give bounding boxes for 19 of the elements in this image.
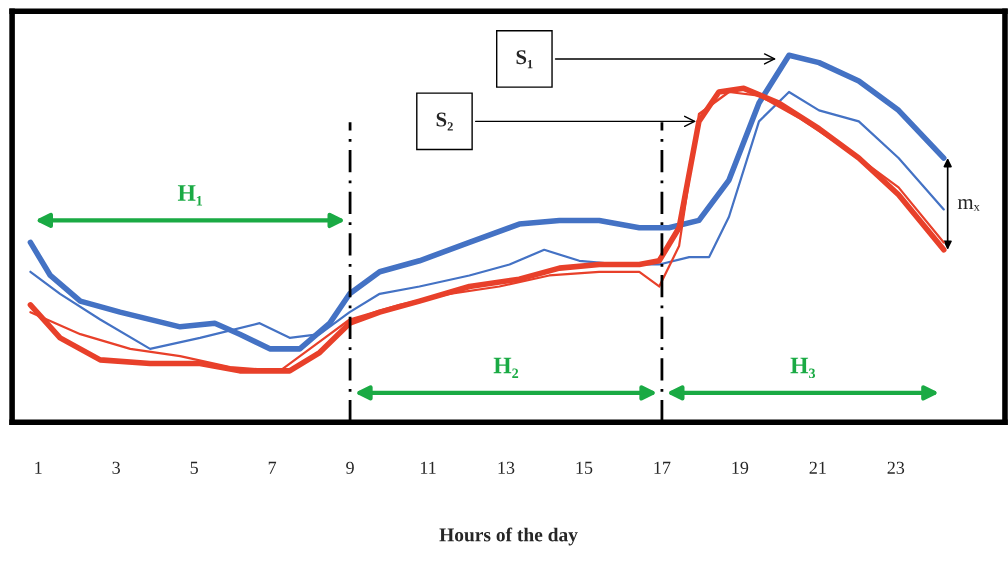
- x-tick-label: 19: [732, 461, 749, 474]
- x-tick-label: 23: [887, 461, 905, 474]
- annotation: H₃: [790, 357, 816, 379]
- annotation: H₂: [493, 357, 519, 378]
- x-tick-label: 15: [576, 461, 593, 474]
- x-tick-label: 5: [190, 461, 198, 474]
- x-axis-title: Hours of the day: [439, 527, 578, 546]
- x-tick-label: 7: [268, 461, 277, 474]
- x-tick-label: 1: [35, 461, 42, 474]
- x-tick-label: 17: [654, 461, 671, 474]
- x-tick-label: 3: [112, 461, 120, 474]
- x-tick-label: 13: [498, 461, 515, 474]
- x-tick-label: 21: [809, 461, 826, 474]
- annotation: H₁: [177, 185, 203, 206]
- x-tick-label: 9: [346, 461, 354, 474]
- annotation: S₁: [516, 50, 533, 69]
- x-tick-label: 11: [420, 461, 436, 474]
- annotation: mₓ: [957, 199, 980, 211]
- annotation: S₂: [436, 112, 453, 131]
